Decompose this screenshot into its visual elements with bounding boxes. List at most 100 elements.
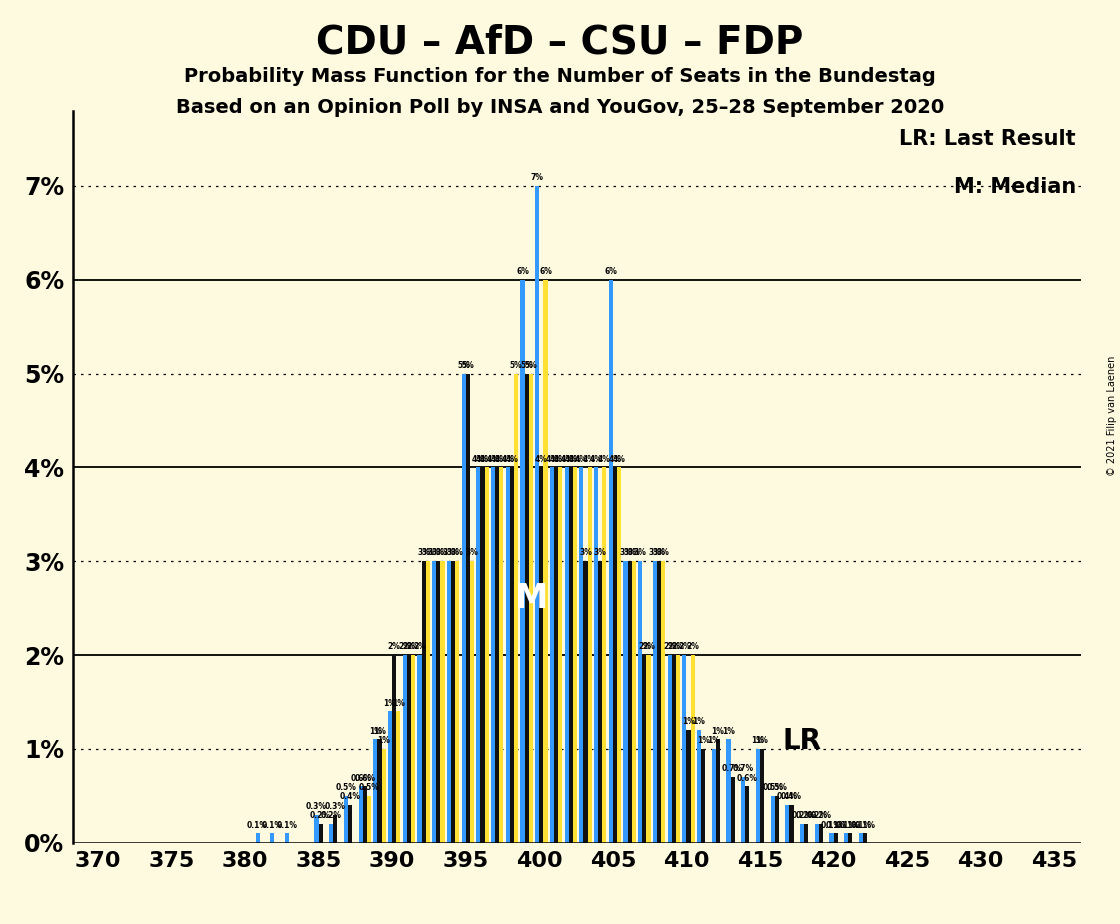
Bar: [506, 468, 510, 843]
Text: 0.1%: 0.1%: [248, 821, 268, 830]
Text: 4%: 4%: [553, 455, 567, 464]
Text: 4%: 4%: [584, 455, 596, 464]
Bar: [844, 833, 848, 843]
Text: 3%: 3%: [432, 549, 445, 557]
Text: 0.1%: 0.1%: [836, 821, 857, 830]
Text: 2%: 2%: [399, 642, 411, 651]
Text: 1%: 1%: [697, 736, 710, 745]
Bar: [598, 561, 603, 843]
Bar: [495, 468, 500, 843]
Bar: [437, 561, 440, 843]
Text: 0.4%: 0.4%: [339, 793, 361, 801]
Bar: [632, 561, 636, 843]
Text: 4%: 4%: [502, 455, 514, 464]
Text: 0.1%: 0.1%: [850, 821, 871, 830]
Text: 3%: 3%: [656, 549, 670, 557]
Text: Based on an Opinion Poll by INSA and YouGov, 25–28 September 2020: Based on an Opinion Poll by INSA and You…: [176, 98, 944, 117]
Bar: [603, 468, 606, 843]
Bar: [727, 739, 730, 843]
Bar: [485, 468, 488, 843]
Text: 0.4%: 0.4%: [781, 793, 802, 801]
Bar: [564, 468, 569, 843]
Text: 4%: 4%: [569, 455, 581, 464]
Text: M: Median: M: Median: [953, 176, 1075, 197]
Bar: [624, 561, 627, 843]
Bar: [491, 468, 495, 843]
Bar: [711, 748, 716, 843]
Text: 4%: 4%: [598, 455, 610, 464]
Text: 3%: 3%: [428, 549, 440, 557]
Bar: [800, 824, 804, 843]
Bar: [814, 824, 819, 843]
Bar: [447, 561, 451, 843]
Bar: [466, 373, 469, 843]
Text: 2%: 2%: [402, 642, 416, 651]
Text: 6%: 6%: [539, 267, 552, 276]
Text: 3%: 3%: [623, 549, 636, 557]
Bar: [529, 373, 533, 843]
Bar: [432, 561, 437, 843]
Bar: [377, 739, 382, 843]
Bar: [329, 824, 334, 843]
Text: 0.7%: 0.7%: [722, 764, 744, 773]
Text: 0.3%: 0.3%: [306, 802, 327, 810]
Text: CDU – AfD – CSU – FDP: CDU – AfD – CSU – FDP: [316, 23, 804, 61]
Text: 0.2%: 0.2%: [795, 811, 816, 821]
Bar: [348, 805, 352, 843]
Text: 4%: 4%: [560, 455, 573, 464]
Text: 1%: 1%: [682, 717, 694, 726]
Text: 2%: 2%: [672, 642, 684, 651]
Bar: [367, 796, 371, 843]
Text: 3%: 3%: [421, 549, 435, 557]
Bar: [569, 468, 572, 843]
Bar: [584, 561, 588, 843]
Bar: [830, 833, 833, 843]
Text: 4%: 4%: [613, 455, 625, 464]
Text: 4%: 4%: [491, 455, 504, 464]
Bar: [785, 805, 790, 843]
Text: 0.2%: 0.2%: [806, 811, 828, 821]
Text: 2%: 2%: [407, 642, 420, 651]
Bar: [771, 796, 775, 843]
Text: 3%: 3%: [594, 549, 607, 557]
Bar: [255, 833, 260, 843]
Bar: [469, 561, 474, 843]
Text: 0.1%: 0.1%: [277, 821, 298, 830]
Text: 3%: 3%: [619, 549, 632, 557]
Text: 1%: 1%: [384, 699, 396, 708]
Bar: [613, 468, 617, 843]
Text: 5%: 5%: [521, 361, 533, 370]
Bar: [804, 824, 809, 843]
Bar: [775, 796, 778, 843]
Bar: [661, 561, 665, 843]
Text: © 2021 Filip van Laenen: © 2021 Filip van Laenen: [1107, 356, 1117, 476]
Text: 1%: 1%: [377, 736, 390, 745]
Bar: [500, 468, 503, 843]
Text: LR: Last Result: LR: Last Result: [899, 129, 1075, 149]
Bar: [642, 655, 646, 843]
Text: 2%: 2%: [413, 642, 426, 651]
Bar: [594, 468, 598, 843]
Bar: [833, 833, 838, 843]
Bar: [363, 786, 367, 843]
Bar: [730, 777, 735, 843]
Bar: [760, 748, 764, 843]
Text: 0.3%: 0.3%: [325, 802, 346, 810]
Bar: [675, 655, 680, 843]
Bar: [514, 373, 519, 843]
Bar: [617, 468, 622, 843]
Text: 3%: 3%: [442, 549, 456, 557]
Bar: [790, 805, 794, 843]
Bar: [691, 655, 694, 843]
Bar: [638, 561, 642, 843]
Text: 3%: 3%: [579, 549, 591, 557]
Bar: [682, 655, 687, 843]
Text: LR: LR: [782, 727, 821, 755]
Text: 3%: 3%: [417, 549, 430, 557]
Text: 4%: 4%: [495, 455, 507, 464]
Text: Probability Mass Function for the Number of Seats in the Bundestag: Probability Mass Function for the Number…: [184, 67, 936, 86]
Bar: [668, 655, 672, 843]
Text: 1%: 1%: [392, 699, 404, 708]
Bar: [440, 561, 445, 843]
Text: 7%: 7%: [531, 173, 543, 182]
